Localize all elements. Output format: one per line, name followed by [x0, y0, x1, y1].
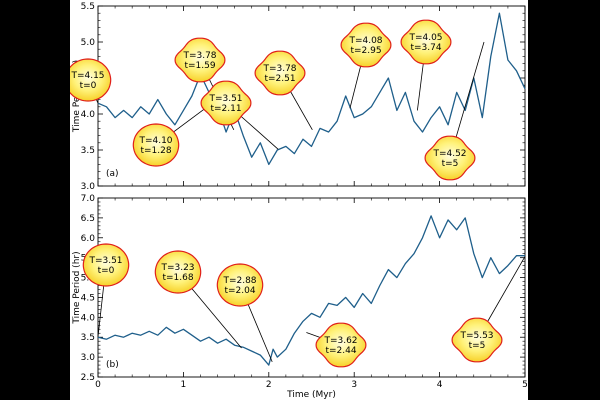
annotation-temp: T=4.05 [408, 33, 442, 43]
annotation: T=4.15t=0 [70, 58, 112, 104]
annotation-time: t=1.28 [140, 146, 171, 156]
annotation-time: t=1.59 [184, 61, 215, 71]
annotation: T=4.10t=1.28 [132, 106, 208, 167]
annotation: T=3.51t=2.11 [200, 80, 279, 150]
y-tick-label: 5.0 [81, 38, 96, 48]
annotation-temp: T=4.15 [70, 71, 104, 81]
annotation-time: t=1.68 [162, 273, 193, 283]
annotation-temp: T=3.78 [262, 64, 296, 74]
y-tick-label: 6.0 [81, 234, 96, 244]
annotation: T=3.62t=2.44 [306, 322, 367, 368]
annotation-temp: T=2.88 [222, 276, 256, 286]
y-tick-label: 2.5 [81, 373, 95, 383]
y-tick-label: 3.0 [81, 182, 96, 192]
annotation-temp: T=4.52 [432, 149, 466, 159]
annotation-balloon [424, 135, 476, 181]
panel-label: (b) [106, 360, 119, 370]
annotation-balloon [174, 37, 226, 83]
series-line [97, 12, 526, 166]
annotation-balloon [315, 322, 367, 368]
annotation-temp: T=3.51 [208, 94, 242, 104]
annotation-temp: T=4.08 [348, 36, 382, 46]
annotation-temp: T=3.78 [182, 51, 216, 61]
y-tick-label: 4.0 [81, 313, 96, 323]
annotation: T=3.78t=1.59 [174, 37, 235, 131]
chart-panel-a: 3.03.54.04.55.05.5Time Period (hr)(a)T=4… [70, 2, 526, 192]
x-tick-label: 4 [437, 380, 443, 390]
annotation-temp: T=3.23 [160, 263, 194, 273]
annotation: T=3.23t=1.68 [154, 250, 242, 349]
annotation-temp: T=3.51 [88, 256, 122, 266]
annotation-time: t=2.44 [325, 346, 356, 356]
panel-label: (a) [106, 169, 119, 179]
annotation-balloon [70, 58, 112, 102]
annotation: T=4.05t=3.74 [400, 19, 452, 111]
annotation-temp: T=4.10 [138, 136, 172, 146]
annotation-temp: T=5.53 [459, 331, 493, 341]
annotation-time: t=2.11 [210, 104, 241, 114]
annotation-time: t=0 [98, 266, 115, 276]
annotation-balloon [154, 250, 202, 294]
annotation-balloon [451, 317, 503, 363]
annotation-time: t=5 [442, 159, 459, 169]
y-tick-label: 3.0 [81, 353, 96, 363]
annotation: T=3.51t=0 [82, 243, 130, 337]
annotation: T=2.88t=2.04 [216, 263, 273, 363]
y-tick-label: 4.5 [81, 293, 95, 303]
x-tick-label: 3 [351, 380, 357, 390]
annotation-time: t=2.51 [264, 74, 295, 84]
y-tick-label: 6.5 [81, 214, 95, 224]
y-axis-title: Time Period (hr) [72, 251, 82, 324]
annotation-time: t=2.04 [224, 286, 255, 296]
y-tick-label: 3.5 [81, 333, 95, 343]
annotation-temp: T=3.62 [323, 336, 357, 346]
series-line [97, 215, 525, 366]
y-tick-label: 4.0 [81, 110, 96, 120]
x-tick-label: 5 [522, 380, 528, 390]
annotation-time: t=3.74 [410, 43, 441, 53]
annotation-balloon [254, 50, 306, 96]
y-tick-label: 3.5 [81, 146, 95, 156]
plot-frame [97, 197, 526, 378]
x-axis-title: Time (Myr) [286, 390, 336, 400]
annotation: T=5.53t=5 [451, 256, 526, 363]
annotation: T=3.78t=2.51 [254, 50, 313, 131]
x-tick-label: 0 [95, 380, 101, 390]
chart-canvas: 3.0 3.5 4.0 4.5 5.0 5.5 Time Period (hr) (a) T=4… [70, 2, 528, 400]
annotation-time: t=0 [80, 81, 97, 91]
x-tick-label: 1 [181, 380, 187, 390]
annotation-balloon [200, 80, 252, 126]
annotation-time: t=2.95 [350, 46, 381, 56]
annotation-balloon [82, 243, 130, 287]
annotation: T=4.08t=2.95 [340, 22, 392, 109]
annotation-balloon [216, 263, 264, 307]
figure: 3.0 3.5 4.0 4.5 5.0 5.5 Time Period (hr) (a) T=4… [70, 0, 528, 400]
y-tick-label: 5.5 [81, 2, 95, 12]
annotation-balloon [340, 22, 392, 68]
annotation: T=4.52t=5 [424, 41, 485, 181]
x-tick-label: 2 [266, 380, 272, 390]
annotation-balloon [400, 19, 452, 65]
y-tick-label: 7.0 [81, 194, 96, 204]
annotation-balloon [132, 123, 180, 167]
annotation-time: t=5 [469, 341, 486, 351]
chart-panel-b: 0123452.53.03.54.04.55.05.56.06.57.0Time… [72, 194, 528, 400]
